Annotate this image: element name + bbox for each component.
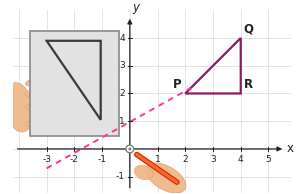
Ellipse shape	[134, 165, 153, 180]
Text: x: x	[286, 142, 293, 155]
Text: 4: 4	[238, 155, 244, 164]
Text: y: y	[132, 2, 139, 15]
Text: -3: -3	[42, 155, 51, 164]
Text: 2: 2	[182, 155, 188, 164]
Text: -1: -1	[98, 155, 107, 164]
Ellipse shape	[25, 90, 38, 97]
Text: 1: 1	[119, 117, 125, 126]
Text: -2: -2	[70, 155, 79, 164]
Text: 3: 3	[119, 61, 125, 70]
Text: 2: 2	[119, 89, 125, 98]
Text: Q: Q	[244, 23, 254, 36]
Text: 1: 1	[155, 155, 161, 164]
Ellipse shape	[5, 83, 33, 132]
Text: P: P	[172, 78, 181, 91]
Text: -1: -1	[116, 172, 125, 181]
Circle shape	[126, 145, 134, 153]
Text: 3: 3	[210, 155, 216, 164]
Text: 5: 5	[266, 155, 271, 164]
Ellipse shape	[25, 121, 38, 127]
Ellipse shape	[25, 104, 38, 110]
Ellipse shape	[25, 79, 37, 86]
Text: 4: 4	[119, 34, 125, 42]
Circle shape	[128, 148, 131, 150]
Text: R: R	[244, 78, 253, 91]
Ellipse shape	[146, 163, 186, 193]
FancyBboxPatch shape	[30, 31, 119, 136]
